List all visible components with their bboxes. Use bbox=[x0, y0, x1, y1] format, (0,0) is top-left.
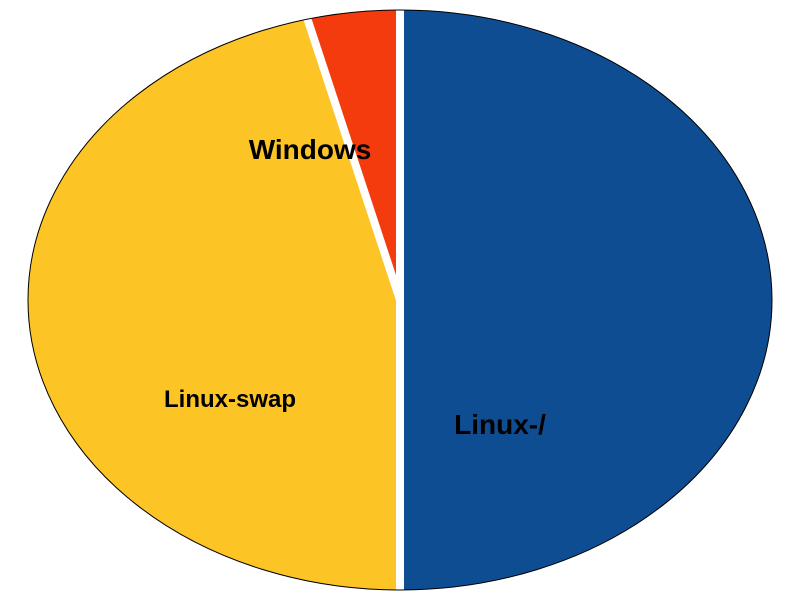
pie-slice bbox=[400, 10, 772, 590]
pie-svg bbox=[0, 0, 800, 600]
slice-label: Linux-swap bbox=[164, 386, 296, 414]
slice-label: Linux-/ bbox=[454, 409, 546, 441]
pie-chart: Windows Linux-/ Linux-swap bbox=[0, 0, 800, 600]
slice-label: Windows bbox=[249, 134, 372, 166]
